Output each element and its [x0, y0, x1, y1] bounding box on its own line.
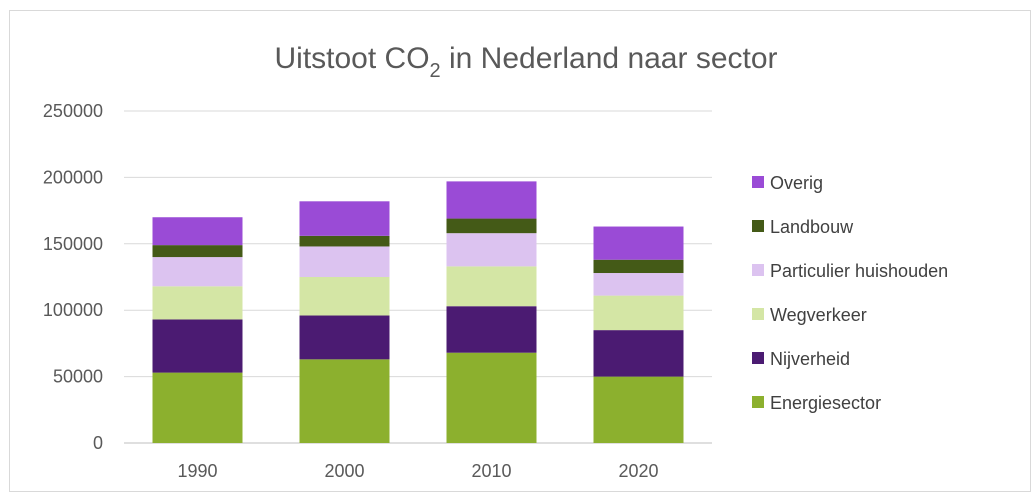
- y-tick-label: 50000: [53, 367, 103, 387]
- x-tick-label: 2010: [471, 461, 511, 481]
- bar-segment: [299, 277, 390, 316]
- chart-title: Uitstoot CO2 in Nederland naar sector: [274, 42, 777, 82]
- bar-segment: [446, 181, 537, 219]
- bar-segment: [299, 201, 390, 236]
- bar-segment: [593, 259, 684, 274]
- chart-title-main: Uitstoot CO: [274, 42, 429, 75]
- y-tick-label: 200000: [43, 167, 103, 187]
- x-tick-label: 2000: [324, 461, 364, 481]
- legend-label: Landbouw: [770, 217, 854, 237]
- legend-swatch: [752, 264, 764, 276]
- legend-swatch: [752, 396, 764, 408]
- bar-segment: [299, 315, 390, 360]
- bar-segment: [446, 352, 537, 443]
- bar-segment: [593, 226, 684, 260]
- chart-title-subscript: 2: [430, 60, 441, 82]
- y-tick-label: 100000: [43, 300, 103, 320]
- bar-segment: [152, 286, 243, 320]
- bar-segment: [299, 235, 390, 247]
- bar-segment: [446, 218, 537, 234]
- bar-segment: [299, 246, 390, 277]
- chart-title-suffix: in Nederland naar sector: [441, 42, 778, 75]
- x-axis-ticks: 1990 2000 2010 2020: [177, 461, 658, 481]
- legend-label: Overig: [770, 173, 823, 193]
- bar-segment: [593, 295, 684, 331]
- bar-segment: [152, 245, 243, 258]
- legend-swatch: [752, 176, 764, 188]
- bar-segment: [446, 306, 537, 353]
- bar-segment: [446, 233, 537, 267]
- legend-swatch: [752, 220, 764, 232]
- y-axis-ticks: 0 50000 100000 150000 200000 250000: [43, 101, 103, 453]
- bars: [152, 181, 684, 443]
- y-tick-label: 0: [93, 433, 103, 453]
- bar-segment: [152, 257, 243, 287]
- legend-label: Particulier huishouden: [770, 261, 948, 281]
- bar-segment: [446, 266, 537, 307]
- bar-segment: [152, 319, 243, 373]
- y-tick-label: 150000: [43, 234, 103, 254]
- x-tick-label: 1990: [177, 461, 217, 481]
- legend-swatch: [752, 308, 764, 320]
- y-tick-label: 250000: [43, 101, 103, 121]
- legend-label: Wegverkeer: [770, 305, 867, 325]
- legend-swatch: [752, 352, 764, 364]
- bar-segment: [299, 359, 390, 443]
- bar-segment: [152, 372, 243, 443]
- x-tick-label: 2020: [618, 461, 658, 481]
- legend-label: Energiesector: [770, 393, 881, 413]
- bar-segment: [593, 376, 684, 443]
- legend-label: Nijverheid: [770, 349, 850, 369]
- bar-segment: [593, 330, 684, 377]
- bar-segment: [152, 217, 243, 246]
- legend: Overig Landbouw Particulier huishouden Wegv…: [752, 173, 948, 413]
- bar-segment: [593, 273, 684, 296]
